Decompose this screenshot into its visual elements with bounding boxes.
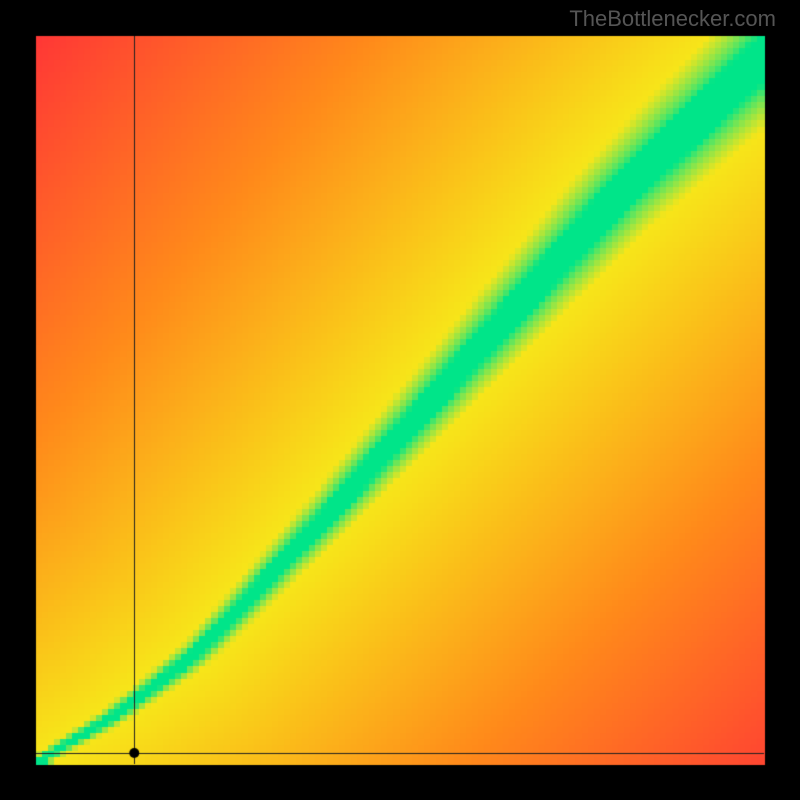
heatmap-canvas: [0, 0, 800, 800]
watermark-text: TheBottlenecker.com: [569, 6, 776, 32]
chart-container: { "watermark": { "text": "TheBottlenecke…: [0, 0, 800, 800]
